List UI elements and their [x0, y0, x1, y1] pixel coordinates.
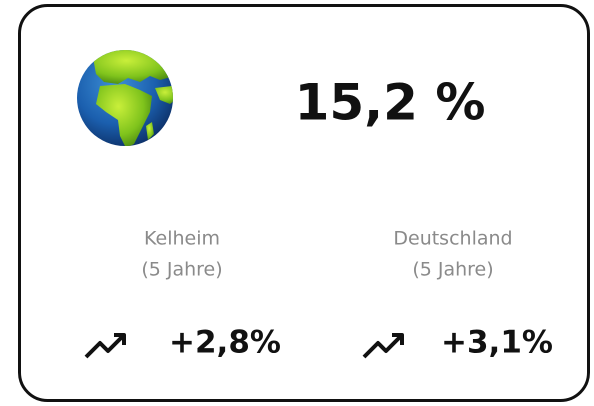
trend-icon [362, 333, 404, 359]
trend-icon [84, 333, 126, 359]
change-value: +2,8% [169, 325, 281, 361]
change-value: +3,1% [441, 325, 553, 361]
period-label: (5 Jahre) [141, 259, 222, 281]
main-value: 15,2 % [295, 74, 486, 132]
period-label: (5 Jahre) [412, 259, 493, 281]
region-label: Kelheim [144, 228, 220, 250]
region-label: Deutschland [393, 228, 512, 250]
